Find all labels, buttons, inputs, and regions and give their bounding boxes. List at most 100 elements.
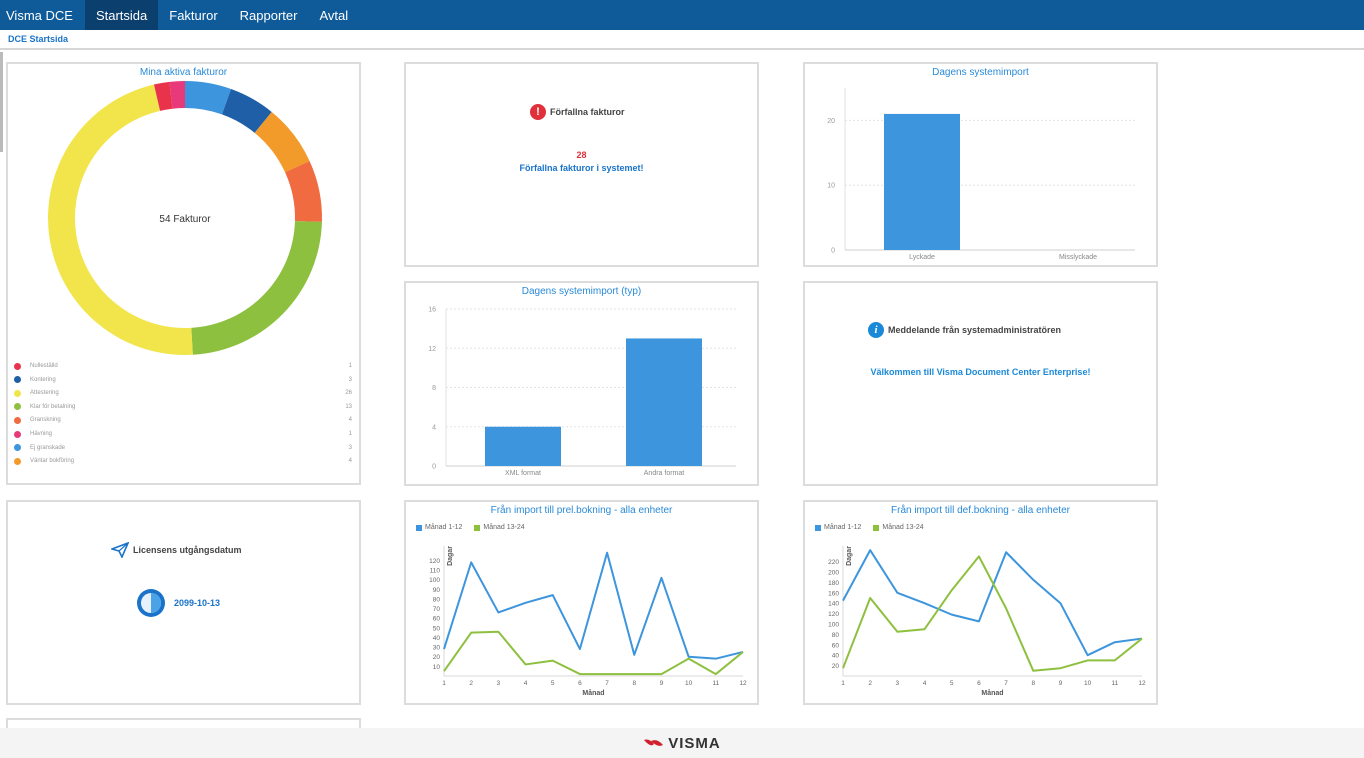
donut-legend-item[interactable]: Ej granskade 3 bbox=[14, 442, 352, 454]
visma-mark-icon bbox=[644, 739, 664, 746]
license-title: Licensens utgångsdatum bbox=[111, 542, 242, 558]
donut-legend-item[interactable]: Attestering 26 bbox=[14, 387, 352, 399]
prel-booking-card: Från import till prel.bokning - alla enh… bbox=[404, 500, 759, 705]
series-line-1[interactable] bbox=[443, 630, 744, 676]
y-tick-label: 20 bbox=[827, 118, 835, 125]
donut-legend-item[interactable]: Hävning 1 bbox=[14, 428, 352, 440]
import-today-card: Dagens systemimport 0 10 20 Lyckade Misslyck… bbox=[803, 62, 1158, 267]
import-type-card: Dagens systemimport (typ) 0 4 8 12 16 XML for… bbox=[404, 281, 759, 486]
donut-legend-item[interactable]: Granskning 4 bbox=[14, 414, 352, 426]
donut-chart: 54 Fakturor bbox=[47, 81, 322, 355]
y-tick-label: 120 bbox=[429, 558, 440, 565]
y-tick-label: 20 bbox=[433, 654, 441, 661]
donut-slice-6[interactable] bbox=[185, 81, 232, 115]
donut-legend-item[interactable]: Nulleställd 1 bbox=[14, 360, 352, 372]
legend-item[interactable]: Månad 1-12 bbox=[425, 524, 463, 531]
x-axis-title: Månad bbox=[981, 689, 1003, 697]
y-tick-label: 100 bbox=[828, 622, 839, 629]
legend-count: 4 bbox=[348, 458, 352, 465]
y-tick-label: 100 bbox=[429, 577, 440, 584]
legend-dot bbox=[14, 416, 21, 424]
x-tick-label: 8 bbox=[1031, 680, 1035, 687]
y-tick-label: 0 bbox=[831, 248, 835, 255]
y-tick-label: 0 bbox=[432, 464, 436, 471]
legend-item[interactable]: Månad 1-12 bbox=[824, 524, 862, 531]
donut-slice-2[interactable] bbox=[47, 84, 193, 355]
x-tick-label: 12 bbox=[739, 680, 747, 687]
legend-swatch bbox=[815, 524, 821, 531]
series-line-0[interactable] bbox=[842, 549, 1143, 657]
import-today-bar-chart: 0 10 20 Lyckade Misslyckade bbox=[827, 88, 1135, 261]
bar-1[interactable] bbox=[626, 338, 702, 466]
legend-dot bbox=[14, 457, 21, 465]
nav-tab-startsida[interactable]: Startsida bbox=[84, 0, 159, 30]
y-tick-label: 8 bbox=[432, 385, 436, 392]
legend-item[interactable]: Månad 13-24 bbox=[483, 524, 525, 531]
license-title-text: Licensens utgångsdatum bbox=[133, 545, 242, 555]
x-tick-label: Misslyckade bbox=[1059, 254, 1097, 261]
overdue-title-text: Förfallna fakturor bbox=[550, 107, 625, 117]
y-tick-label: 140 bbox=[828, 601, 839, 608]
y-tick-label: 200 bbox=[828, 570, 839, 577]
overdue-invoices-card[interactable]: ! Förfallna fakturor 28 Förfallna faktur… bbox=[404, 62, 759, 267]
x-tick-label: 12 bbox=[1138, 680, 1146, 687]
y-tick-label: 160 bbox=[828, 590, 839, 597]
donut-slice-1[interactable] bbox=[221, 88, 272, 133]
bar-0[interactable] bbox=[884, 113, 960, 250]
card-title: Dagens systemimport bbox=[932, 67, 1029, 78]
donut-legend-item[interactable]: Kontering 3 bbox=[14, 374, 352, 386]
legend-label: Väntar bokföring bbox=[30, 458, 75, 465]
line-legend: Månad 1-12 Månad 13-24 bbox=[416, 524, 525, 531]
def-booking-card: Från import till def.bokning - alla enhe… bbox=[803, 500, 1158, 705]
nav-tab-avtal[interactable]: Avtal bbox=[319, 7, 349, 23]
x-tick-label: Andra format bbox=[644, 470, 685, 477]
legend-label: Attestering bbox=[30, 390, 59, 397]
x-tick-label: 3 bbox=[896, 680, 900, 687]
y-tick-label: 120 bbox=[828, 611, 839, 618]
overdue-count: 28 bbox=[576, 150, 587, 160]
footer: VISMA bbox=[0, 728, 1364, 758]
legend-label: Granskning bbox=[30, 417, 61, 424]
donut-slice-3[interactable] bbox=[191, 221, 322, 355]
legend-count: 1 bbox=[348, 431, 352, 437]
donut-slice-0[interactable] bbox=[153, 81, 173, 111]
x-tick-label: 7 bbox=[1004, 680, 1008, 687]
donut-slice-7[interactable] bbox=[254, 111, 310, 173]
y-tick-label: 110 bbox=[430, 568, 441, 575]
donut-legend-item[interactable]: Klar för betalning 13 bbox=[14, 401, 352, 413]
series-line-1[interactable] bbox=[842, 555, 1143, 672]
license-card: Licensens utgångsdatum 2099-10-13 bbox=[6, 500, 361, 705]
nav-tab-rapporter[interactable]: Rapporter bbox=[239, 7, 298, 23]
legend-label: Klar för betalning bbox=[30, 403, 76, 410]
donut-slice-4[interactable] bbox=[285, 161, 322, 222]
donut-center-label: 54 Fakturor bbox=[159, 214, 211, 225]
nav-tab-fakturor[interactable]: Fakturor bbox=[169, 7, 218, 23]
card-title: Mina aktiva fakturor bbox=[139, 67, 228, 78]
visma-wordmark: VISMA bbox=[668, 734, 721, 752]
x-axis-title: Månad bbox=[582, 689, 604, 697]
y-tick-label: 10 bbox=[827, 183, 835, 190]
legend-item[interactable]: Månad 13-24 bbox=[882, 524, 924, 531]
x-tick-label: 8 bbox=[632, 680, 636, 687]
x-tick-label: 4 bbox=[923, 680, 927, 687]
x-tick-label: 1 bbox=[442, 680, 446, 687]
donut-slice-5[interactable] bbox=[169, 81, 185, 109]
admin-message-title-text: Meddelande från systemadministratören bbox=[888, 325, 1062, 335]
x-tick-label: 7 bbox=[605, 680, 609, 687]
x-tick-label: 1 bbox=[841, 680, 845, 687]
legend-dot bbox=[14, 444, 21, 452]
y-tick-label: 60 bbox=[433, 616, 441, 623]
legend-label: Kontering bbox=[30, 376, 56, 383]
series-line-0[interactable] bbox=[443, 551, 744, 660]
legend-count: 13 bbox=[345, 403, 352, 410]
overdue-link[interactable]: Förfallna fakturor i systemet! bbox=[519, 163, 644, 173]
y-axis-title: Dagar bbox=[846, 546, 853, 566]
legend-count: 3 bbox=[348, 444, 352, 451]
breadcrumb-item[interactable]: DCE Startsida bbox=[8, 34, 69, 44]
brand-link[interactable]: Visma DCE bbox=[6, 7, 73, 23]
bar-0[interactable] bbox=[485, 426, 561, 466]
legend-count: 1 bbox=[348, 363, 352, 369]
legend-label: Ej granskade bbox=[30, 444, 66, 451]
donut-legend-item[interactable]: Väntar bokföring 4 bbox=[14, 455, 352, 467]
